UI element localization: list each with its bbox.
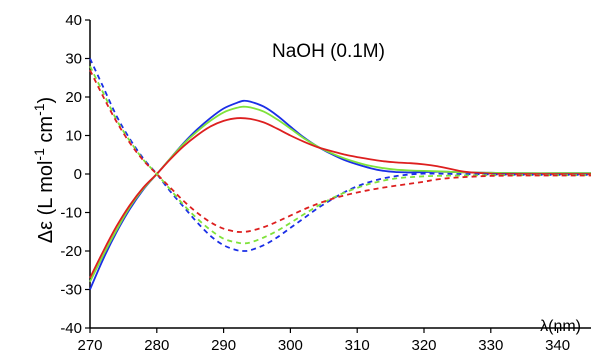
- ticks: -40 -30 -20 -10 0 10 20 30 40 270 280 290 300 310 320 3…: [60, 12, 570, 354]
- y-tick-label: 20: [65, 89, 82, 106]
- x-tick-label: 300: [278, 337, 303, 354]
- dashed-series-line-3: [89, 58, 591, 252]
- y-axis-label-end: ): [35, 97, 57, 104]
- x-tick-label: 270: [77, 337, 102, 354]
- dashed-series-line-5: [89, 69, 591, 233]
- y-axis-label-mid: cm: [35, 116, 57, 148]
- x-tick-label: 340: [545, 337, 570, 354]
- y-tick-label: 10: [65, 128, 82, 145]
- dashed-series-line-4: [89, 65, 591, 245]
- x-tick-label: 320: [411, 337, 436, 354]
- y-tick-label: 30: [65, 51, 82, 68]
- y-tick-label: 0: [74, 166, 82, 183]
- x-tick-label: 290: [211, 337, 236, 354]
- y-tick-label: -10: [60, 205, 82, 222]
- solid-series-line-1: [89, 105, 591, 283]
- x-tick-label: 310: [345, 337, 370, 354]
- solid-series-line-0: [89, 99, 591, 290]
- x-axis-label: λ(nm): [540, 318, 581, 335]
- y-axis-label-sup2: -1: [31, 103, 47, 116]
- condition-annotation: NaOH (0.1M): [272, 41, 385, 62]
- y-axis-label-sup1: -1: [31, 148, 47, 161]
- y-axis-label: Δε (L mol-1 cm-1): [31, 97, 57, 243]
- y-tick-label: -40: [60, 320, 82, 337]
- x-tick-label: 330: [478, 337, 503, 354]
- y-tick-label: 40: [65, 12, 82, 29]
- y-tick-label: -20: [60, 243, 82, 260]
- y-tick-label: -30: [60, 282, 82, 299]
- y-axis-label-main: Δε (L mol: [35, 161, 57, 244]
- x-tick-label: 280: [144, 337, 169, 354]
- series-layer: [89, 58, 591, 290]
- solid-series-line-2: [89, 117, 591, 279]
